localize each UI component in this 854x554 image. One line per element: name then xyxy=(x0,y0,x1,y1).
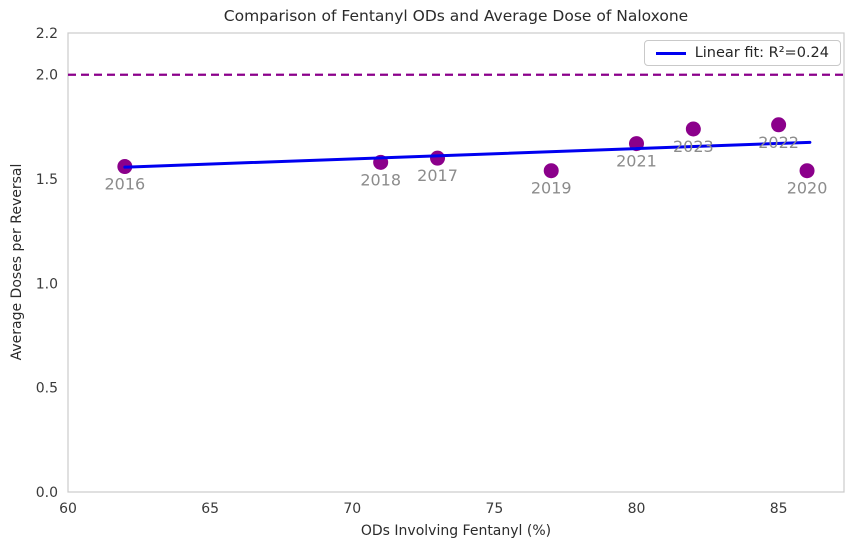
x-tick-70: 70 xyxy=(343,501,361,517)
scatter-point-2022 xyxy=(771,117,787,133)
x-axis-label: ODs Involving Fentanyl (%) xyxy=(360,523,552,539)
y-tick-2.2: 2.2 xyxy=(36,26,58,42)
point-label-2022: 2022 xyxy=(758,133,799,152)
legend-fit-line-sample xyxy=(655,51,686,55)
point-label-2021: 2021 xyxy=(616,152,657,171)
x-tick-85: 85 xyxy=(770,501,788,517)
scatter-point-2017 xyxy=(430,150,446,166)
x-tick-75: 75 xyxy=(485,501,503,517)
point-label-2017: 2017 xyxy=(417,166,458,185)
legend: Linear fit: R²=0.24 xyxy=(643,40,841,66)
legend-label: Linear fit: R²=0.24 xyxy=(694,45,829,61)
chart-title: Comparison of Fentanyl ODs and Average D… xyxy=(223,7,689,25)
scatter-point-2020 xyxy=(799,163,815,179)
y-axis-label: Average Doses per Reversal xyxy=(9,163,25,361)
x-tick-60: 60 xyxy=(59,501,77,517)
point-label-2016: 2016 xyxy=(104,175,145,194)
point-label-2019: 2019 xyxy=(531,179,572,198)
fit-line xyxy=(123,140,812,169)
y-tick-0.0: 0.0 xyxy=(36,485,58,501)
scatter-point-2023 xyxy=(685,121,701,137)
point-label-2020: 2020 xyxy=(787,179,828,198)
point-label-2018: 2018 xyxy=(360,170,401,189)
y-tick-0.5: 0.5 xyxy=(36,381,58,397)
scatter-point-2019 xyxy=(543,163,559,179)
y-tick-1.0: 1.0 xyxy=(36,276,58,292)
y-tick-1.5: 1.5 xyxy=(36,172,58,188)
plot-area xyxy=(67,32,845,493)
x-tick-65: 65 xyxy=(201,501,219,517)
x-tick-80: 80 xyxy=(628,501,646,517)
point-label-2023: 2023 xyxy=(673,137,714,156)
y-tick-2.0: 2.0 xyxy=(36,68,58,84)
